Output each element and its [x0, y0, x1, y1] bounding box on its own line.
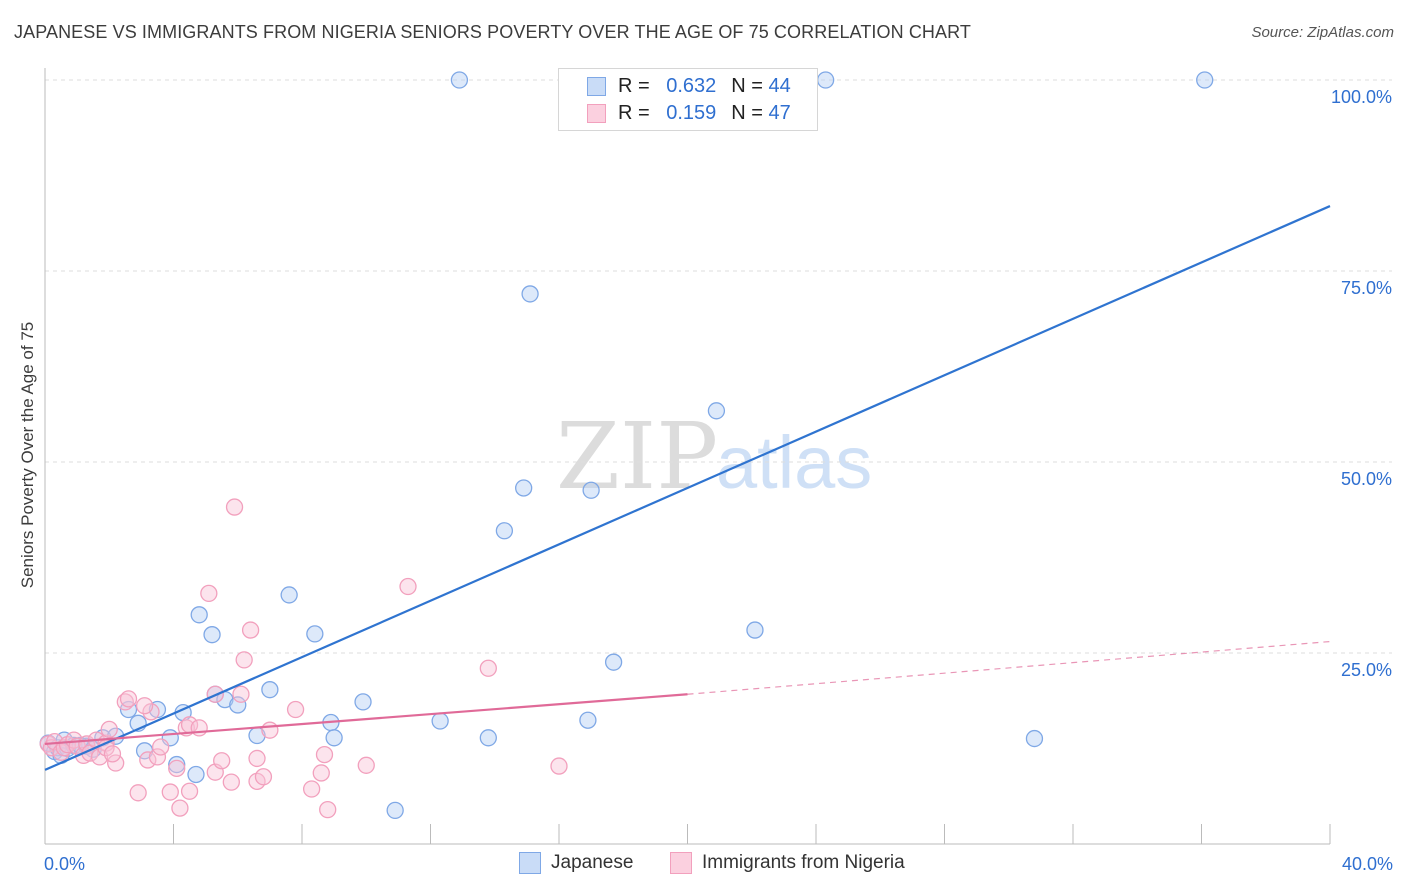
- nigeria-point: [222, 773, 240, 791]
- legend-row-japanese: R = 0.632 N = 44: [587, 74, 791, 98]
- nigeria-point: [168, 759, 186, 778]
- japanese-point: [229, 696, 247, 714]
- nigeria-point: [357, 756, 375, 774]
- japanese-point: [431, 712, 449, 730]
- japanese-point: [1196, 71, 1214, 89]
- legend-r-value-japanese: 0.632: [666, 74, 717, 97]
- legend-swatch-nigeria: [587, 103, 606, 123]
- legend-n-label: N =: [731, 74, 763, 97]
- japanese-point: [190, 606, 208, 624]
- nigeria-point: [180, 782, 199, 800]
- japanese-point: [325, 729, 343, 747]
- y-tick-label: 50.0%: [1341, 469, 1392, 489]
- japanese-point: [746, 621, 764, 639]
- nigeria-point: [286, 700, 305, 719]
- japanese-point: [816, 71, 835, 89]
- legend-n-value-japanese: 44: [768, 74, 791, 97]
- nigeria-point: [399, 577, 417, 596]
- nigeria-point: [200, 584, 218, 603]
- nigeria-point: [139, 751, 157, 769]
- nigeria-point: [225, 498, 244, 516]
- nigeria-point: [135, 697, 154, 715]
- nigeria-point: [148, 748, 167, 766]
- nigeria-point: [100, 720, 118, 739]
- nigeria-point: [479, 659, 497, 677]
- nigeria-point: [312, 764, 330, 782]
- japanese-point: [203, 626, 221, 644]
- nigeria-point: [151, 738, 170, 756]
- japanese-trend-line: [44, 205, 1331, 771]
- nigeria-point: [103, 745, 122, 763]
- nigeria-point: [107, 754, 125, 772]
- japanese-point: [261, 681, 279, 699]
- japanese-point: [168, 755, 186, 774]
- japanese-point: [579, 711, 597, 729]
- y-tick-label: 100.0%: [1331, 87, 1392, 107]
- bottom-legend-label-japanese: Japanese: [551, 852, 634, 873]
- japanese-point: [386, 801, 404, 820]
- japanese-point: [479, 729, 497, 747]
- legend-n-label: N =: [731, 101, 763, 124]
- nigeria-point: [232, 685, 250, 703]
- nigeria-point: [116, 693, 134, 711]
- legend-r-value-nigeria: 0.159: [666, 101, 717, 124]
- bottom-legend-japanese: Japanese: [519, 852, 633, 874]
- watermark-zip: ZIP: [556, 403, 718, 510]
- nigeria-point: [142, 703, 160, 721]
- nigeria-point: [302, 780, 321, 798]
- bottom-legend-swatch-nigeria: [670, 852, 692, 874]
- nigeria-point: [129, 784, 147, 802]
- legend-swatch-japanese: [587, 76, 606, 96]
- japanese-point: [450, 71, 469, 89]
- legend-r-label: R =: [618, 101, 650, 124]
- japanese-point: [1025, 729, 1044, 748]
- nigeria-trend-line: [44, 693, 688, 746]
- nigeria-point: [241, 621, 260, 639]
- japanese-point: [354, 693, 372, 711]
- y-tick-label: 75.0%: [1341, 278, 1392, 298]
- japanese-point: [604, 653, 623, 671]
- chart-title: JAPANESE VS IMMIGRANTS FROM NIGERIA SENI…: [14, 22, 971, 42]
- nigeria-point: [319, 800, 337, 819]
- nigeria-point: [213, 752, 231, 770]
- nigeria-point: [261, 721, 279, 739]
- bottom-legend-swatch-japanese: [519, 852, 541, 874]
- bottom-legend-nigeria: Immigrants from Nigeria: [670, 852, 905, 874]
- legend-r-label: R =: [618, 74, 650, 97]
- japanese-point: [515, 479, 533, 497]
- nigeria-point: [171, 799, 189, 817]
- nigeria-point: [161, 783, 179, 801]
- x-tick-label-min: 0.0%: [44, 854, 85, 874]
- y-axis-label: Seniors Poverty Over the Age of 75: [18, 321, 37, 589]
- x-tick-label-max: 40.0%: [1342, 854, 1393, 874]
- legend-row-nigeria: R = 0.159 N = 47: [587, 101, 791, 125]
- nigeria-point: [315, 745, 334, 764]
- y-tick-label: 25.0%: [1341, 660, 1392, 680]
- nigeria-point: [119, 690, 138, 708]
- japanese-point: [187, 765, 205, 784]
- japanese-point: [495, 522, 514, 540]
- legend-n-value-nigeria: 47: [768, 101, 791, 124]
- bottom-legend-label-nigeria: Immigrants from Nigeria: [702, 852, 905, 873]
- nigeria-point: [254, 768, 273, 786]
- nigeria-point: [248, 749, 266, 768]
- japanese-point: [306, 625, 324, 643]
- japanese-point: [280, 586, 298, 604]
- nigeria-trend-extension: [687, 640, 1331, 695]
- nigeria-point: [235, 651, 253, 669]
- nigeria-point: [550, 757, 568, 775]
- japanese-point: [521, 285, 539, 303]
- correlation-legend: R = 0.632 N = 44 R = 0.159 N = 47: [558, 68, 818, 131]
- japanese-point: [582, 481, 600, 499]
- japanese-point: [707, 402, 726, 420]
- source-label: Source: ZipAtlas.com: [1251, 24, 1394, 41]
